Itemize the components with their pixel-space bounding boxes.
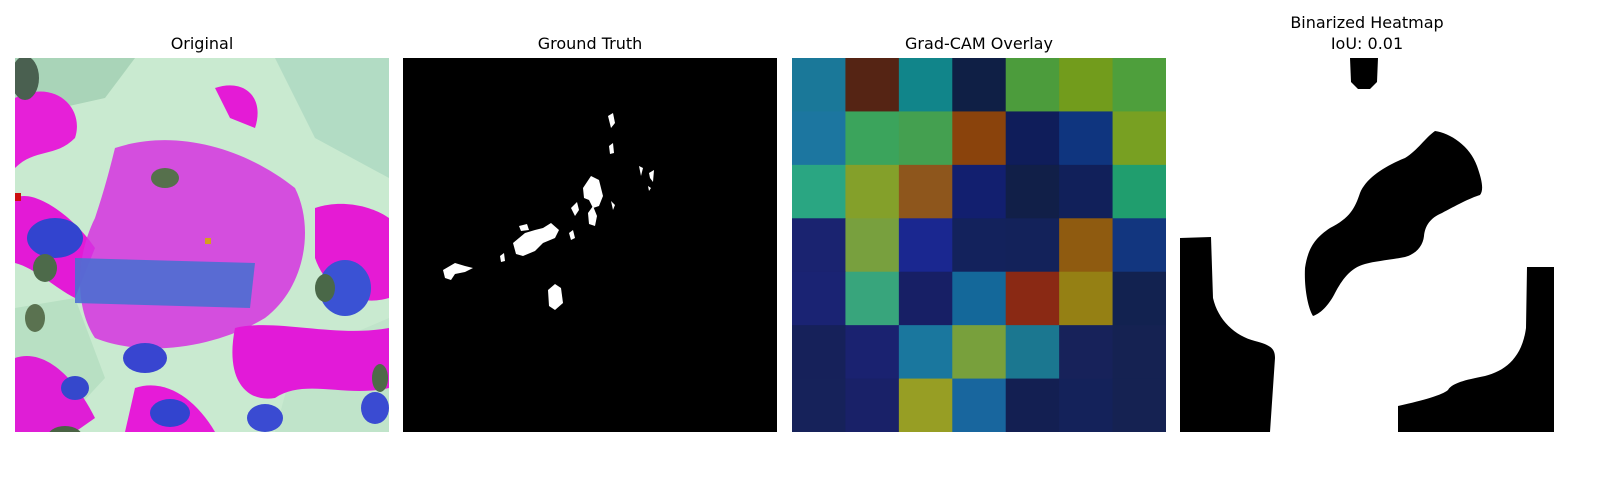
original-image bbox=[15, 58, 389, 432]
binarized-title: Binarized Heatmap bbox=[1290, 13, 1444, 32]
gradcam-cell bbox=[845, 111, 900, 166]
gradcam-cell bbox=[1112, 325, 1166, 380]
gradcam-cell bbox=[1005, 164, 1060, 219]
gradcam-cell bbox=[792, 111, 846, 166]
panel-original: Original bbox=[15, 0, 389, 440]
gradcam-cell bbox=[1059, 271, 1114, 326]
gradcam-cell bbox=[1059, 111, 1114, 166]
gradcam-cell bbox=[952, 325, 1007, 380]
gradcam-cell bbox=[792, 378, 846, 432]
gradcam-cell bbox=[898, 378, 953, 432]
binarized-mask bbox=[1180, 58, 1554, 432]
gradcam-cell bbox=[1005, 378, 1060, 432]
gradcam-cell bbox=[1112, 378, 1166, 432]
gradcam-cell bbox=[1059, 164, 1114, 219]
gradcam-cell bbox=[845, 378, 900, 432]
ground-truth-title: Ground Truth bbox=[537, 34, 643, 53]
gradcam-cell bbox=[1005, 218, 1060, 273]
gradcam-cell bbox=[898, 271, 953, 326]
gradcam-cell bbox=[1112, 111, 1166, 166]
gradcam-cell bbox=[952, 218, 1007, 273]
gradcam-cell bbox=[845, 325, 900, 380]
gradcam-cell bbox=[1005, 111, 1060, 166]
original-title: Original bbox=[170, 34, 234, 53]
iou-label: IoU: 0.01 bbox=[1330, 34, 1404, 53]
gradcam-title: Grad-CAM Overlay bbox=[905, 34, 1053, 53]
gradcam-cell bbox=[952, 271, 1007, 326]
gradcam-cell bbox=[1059, 325, 1114, 380]
gradcam-cell bbox=[1059, 58, 1114, 112]
gradcam-cell bbox=[792, 325, 846, 380]
panel-gradcam: Grad-CAM Overlay bbox=[792, 0, 1166, 440]
gradcam-cell bbox=[1112, 271, 1166, 326]
gradcam-heatmap bbox=[792, 58, 1166, 432]
gradcam-cell bbox=[898, 58, 953, 112]
gradcam-cell bbox=[1005, 58, 1060, 112]
ground-truth-mask bbox=[403, 58, 777, 432]
gradcam-grid bbox=[792, 58, 1166, 432]
gradcam-cell bbox=[952, 58, 1007, 112]
mask-image bbox=[403, 58, 777, 432]
panel-ground-truth: Ground Truth bbox=[403, 0, 777, 440]
gradcam-cell bbox=[845, 271, 900, 326]
gradcam-cell bbox=[1005, 325, 1060, 380]
gradcam-cell bbox=[792, 58, 846, 112]
gradcam-cell bbox=[845, 58, 900, 112]
gradcam-cell bbox=[1112, 164, 1166, 219]
gradcam-cell bbox=[792, 218, 846, 273]
gradcam-cell bbox=[898, 218, 953, 273]
gradcam-cell bbox=[845, 164, 900, 219]
gradcam-cell bbox=[792, 271, 846, 326]
gradcam-cell bbox=[1112, 58, 1166, 112]
leaf-image bbox=[15, 58, 389, 432]
gradcam-cell bbox=[1005, 271, 1060, 326]
gradcam-cell bbox=[1059, 218, 1114, 273]
panel-binarized: Binarized Heatmap IoU: 0.01 bbox=[1180, 0, 1554, 440]
gradcam-cell bbox=[845, 218, 900, 273]
gradcam-cell bbox=[1112, 218, 1166, 273]
gradcam-cell bbox=[952, 164, 1007, 219]
binary-mask-image bbox=[1180, 58, 1554, 432]
gradcam-cell bbox=[1059, 378, 1114, 432]
gradcam-cell bbox=[898, 164, 953, 219]
gradcam-cell bbox=[792, 164, 846, 219]
gradcam-cell bbox=[952, 378, 1007, 432]
gradcam-cell bbox=[898, 325, 953, 380]
gradcam-cell bbox=[952, 111, 1007, 166]
gradcam-cell bbox=[898, 111, 953, 166]
